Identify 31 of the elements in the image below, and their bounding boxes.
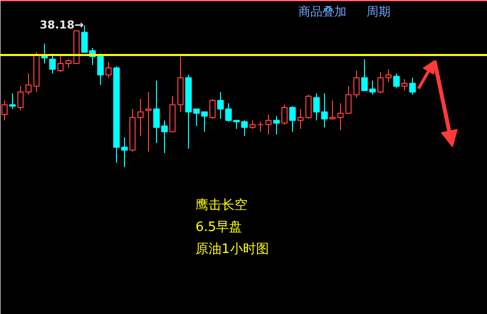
text: 周期 [366,4,390,18]
candlestick [273,116,280,136]
candlestick [345,86,352,114]
candlestick [57,54,64,73]
candlestick [257,121,264,132]
candlestick [17,86,24,111]
candlestick [353,70,360,98]
candlestick [297,108,304,130]
text: 商品叠加 [298,4,346,18]
candlestick [281,104,288,126]
candlestick [329,100,336,120]
candlestick [137,98,144,136]
candlestick [209,98,216,120]
candlestick [377,72,384,94]
candlestick [409,77,416,96]
candlestick [289,106,296,132]
candlestick [49,53,56,74]
text: 原油1小时图 [196,242,269,257]
text: 鹰击长空 [196,198,248,213]
candlestick [9,92,16,110]
text: 6.5早盘 [196,220,242,235]
candlestick [393,72,400,88]
candlestick [337,102,344,131]
candlestick [145,91,152,152]
candlestick [265,114,272,136]
annotation: 38.18→ [40,18,84,32]
candlestick [105,62,112,78]
candlestick [385,68,392,83]
candlestick [401,78,408,92]
candlestick [305,94,312,120]
candlestick [25,72,32,96]
